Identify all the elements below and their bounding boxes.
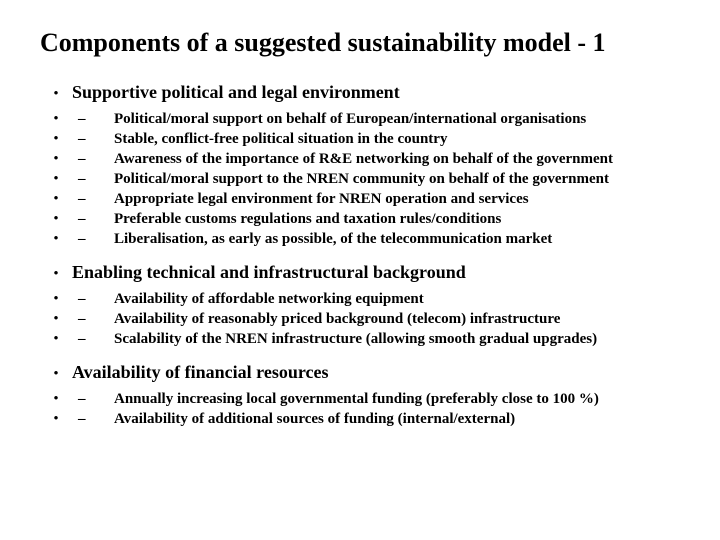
list-item: •–Preferable customs regulations and tax… [40, 211, 680, 228]
bullet-icon: • [40, 211, 72, 228]
section-header-row: •Availability of financial resources [40, 362, 680, 383]
list-item-text: Stable, conflict-free political situatio… [114, 131, 447, 148]
list-item: •–Political/moral support to the NREN co… [40, 171, 680, 188]
list-item: •–Availability of affordable networking … [40, 291, 680, 308]
list-item-text: Political/moral support on behalf of Eur… [114, 111, 586, 128]
list-item: •–Political/moral support on behalf of E… [40, 111, 680, 128]
dash-icon: – [72, 111, 114, 128]
list-item-text: Appropriate legal environment for NREN o… [114, 191, 529, 208]
section: •Availability of financial resources•–An… [40, 362, 680, 428]
bullet-icon: • [40, 111, 72, 128]
dash-icon: – [72, 291, 114, 308]
list-item-text: Availability of affordable networking eq… [114, 291, 424, 308]
dash-icon: – [72, 231, 114, 248]
bullet-icon: • [40, 411, 72, 428]
list-item-text: Political/moral support to the NREN comm… [114, 171, 609, 188]
bullet-icon: • [40, 366, 72, 383]
list-item: •–Annually increasing local governmental… [40, 391, 680, 408]
section-header-text: Enabling technical and infrastructural b… [72, 262, 466, 283]
sections-container: •Supportive political and legal environm… [40, 82, 680, 428]
list-item: •–Scalability of the NREN infrastructure… [40, 331, 680, 348]
list-item: •–Appropriate legal environment for NREN… [40, 191, 680, 208]
dash-icon: – [72, 211, 114, 228]
bullet-icon: • [40, 331, 72, 348]
dash-icon: – [72, 391, 114, 408]
dash-icon: – [72, 331, 114, 348]
section-header-row: •Supportive political and legal environm… [40, 82, 680, 103]
list-item: •–Liberalisation, as early as possible, … [40, 231, 680, 248]
bullet-icon: • [40, 86, 72, 103]
slide-container: Components of a suggested sustainability… [0, 0, 720, 462]
list-item-text: Awareness of the importance of R&E netwo… [114, 151, 613, 168]
list-item-text: Scalability of the NREN infrastructure (… [114, 331, 597, 348]
dash-icon: – [72, 171, 114, 188]
bullet-icon: • [40, 151, 72, 168]
bullet-icon: • [40, 311, 72, 328]
list-item-text: Availability of additional sources of fu… [114, 411, 515, 428]
bullet-icon: • [40, 291, 72, 308]
list-item-text: Annually increasing local governmental f… [114, 391, 599, 408]
dash-icon: – [72, 311, 114, 328]
list-item-text: Liberalisation, as early as possible, of… [114, 231, 552, 248]
list-item: •–Availability of reasonably priced back… [40, 311, 680, 328]
list-item: •–Stable, conflict-free political situat… [40, 131, 680, 148]
dash-icon: – [72, 151, 114, 168]
list-item-text: Preferable customs regulations and taxat… [114, 211, 501, 228]
section: •Enabling technical and infrastructural … [40, 262, 680, 348]
section: •Supportive political and legal environm… [40, 82, 680, 248]
list-item: •–Awareness of the importance of R&E net… [40, 151, 680, 168]
dash-icon: – [72, 411, 114, 428]
section-header-text: Supportive political and legal environme… [72, 82, 400, 103]
bullet-icon: • [40, 266, 72, 283]
bullet-icon: • [40, 131, 72, 148]
dash-icon: – [72, 131, 114, 148]
bullet-icon: • [40, 171, 72, 188]
section-header-row: •Enabling technical and infrastructural … [40, 262, 680, 283]
bullet-icon: • [40, 231, 72, 248]
dash-icon: – [72, 191, 114, 208]
bullet-icon: • [40, 191, 72, 208]
section-header-text: Availability of financial resources [72, 362, 329, 383]
bullet-icon: • [40, 391, 72, 408]
slide-title: Components of a suggested sustainability… [40, 28, 680, 58]
list-item: •–Availability of additional sources of … [40, 411, 680, 428]
list-item-text: Availability of reasonably priced backgr… [114, 311, 560, 328]
